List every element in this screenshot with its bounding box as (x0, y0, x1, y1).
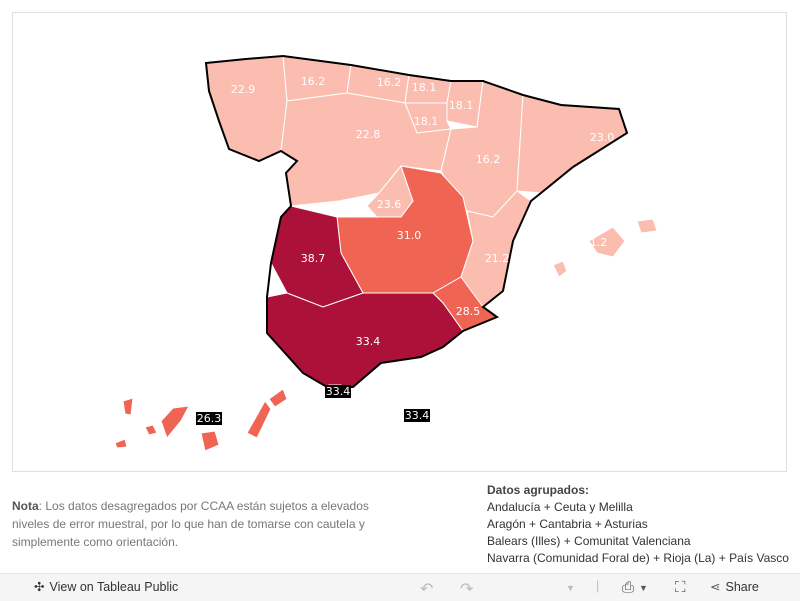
redo-icon: ↷ (460, 581, 474, 598)
grouped-data-legend: Datos agrupados: Andalucía + Ceuta y Mel… (487, 482, 797, 570)
grouped-item: Aragón + Cantabria + Asturias (487, 517, 648, 531)
coastline (204, 54, 629, 388)
value-label-cantabria: 16.2 (377, 76, 402, 89)
region-balears[interactable] (588, 226, 626, 258)
region-canarias[interactable] (200, 430, 220, 452)
region-canarias[interactable] (144, 424, 158, 436)
view-on-tableau-button[interactable]: ✣ View on Tableau Public (34, 579, 179, 595)
note-label: Nota (12, 499, 39, 513)
region-canarias[interactable] (246, 400, 272, 439)
separator: | (596, 579, 600, 593)
region-canarias[interactable] (268, 388, 288, 408)
spain-map[interactable]: 22.9 16.2 16.2 18.1 18.1 18.1 22.8 16.2 23.0 23.6… (13, 13, 788, 473)
grouped-item: Navarra (Comunidad Foral de) + Rioja (La… (487, 551, 789, 565)
share-label: Share (725, 579, 759, 594)
grouped-title: Datos agrupados: (487, 483, 590, 497)
fullscreen-button[interactable]: ⛶ (675, 579, 686, 596)
value-label-galicia: 22.9 (231, 83, 256, 96)
download-button[interactable]: ⎙ ▼ (622, 579, 648, 596)
value-label-castilla-la-mancha: 31.0 (397, 229, 422, 242)
value-label-extremadura: 38.7 (301, 252, 326, 265)
region-canarias[interactable] (160, 405, 190, 440)
tableau-logo-icon: ✣ (34, 580, 45, 594)
value-label-canarias: 26.3 (197, 412, 222, 425)
value-label-murcia: 28.5 (456, 305, 481, 318)
share-icon: ⋖ (710, 580, 721, 594)
region-canarias[interactable] (122, 397, 134, 416)
value-label-ceuta: 33.4 (326, 385, 351, 398)
note-text: Nota: Los datos desagregados por CCAA es… (12, 497, 402, 551)
region-canarias[interactable] (114, 438, 128, 449)
grouped-item: Balears (Illes) + Comunitat Valenciana (487, 534, 691, 548)
label-background (196, 412, 222, 425)
value-label-asturias: 16.2 (301, 75, 326, 88)
note-body: : Los datos desagregados por CCAA están … (12, 499, 369, 549)
tableau-toolbar: ✣ View on Tableau Public ↶ ↷ ▼ | ⎙ ▼ ⛶ ⋖ … (0, 573, 800, 601)
region-balears[interactable] (552, 260, 568, 278)
value-label-andalucia: 33.4 (356, 335, 381, 348)
value-label-madrid: 23.6 (377, 198, 402, 211)
value-label-la-rioja: 18.1 (414, 115, 439, 128)
value-label-cataluna: 23.0 (590, 131, 615, 144)
value-label-aragon: 16.2 (476, 153, 501, 166)
chevron-down-icon: ▼ (639, 582, 648, 593)
download-icon: ⎙ (622, 579, 635, 596)
value-label-comunitat-valenciana: 21.2 (485, 252, 510, 265)
value-label-melilla: 33.4 (405, 409, 430, 422)
label-background (325, 385, 351, 398)
undo-icon: ↶ (420, 581, 434, 598)
redo-button[interactable]: ↷ (460, 579, 473, 599)
map-frame: 22.9 16.2 16.2 18.1 18.1 18.1 22.8 16.2 23.0 23.6… (12, 12, 787, 472)
grouped-item: Andalucía + Ceuta y Melilla (487, 500, 633, 514)
undo-button[interactable]: ↶ (420, 579, 433, 599)
value-label-navarra: 18.1 (449, 99, 474, 112)
chevron-down-icon: ▼ (566, 583, 575, 593)
view-label: View on Tableau Public (49, 579, 179, 594)
fullscreen-icon: ⛶ (675, 579, 686, 596)
region-galicia[interactable] (205, 55, 288, 162)
value-label-castilla-y-leon: 22.8 (356, 128, 381, 141)
share-button[interactable]: ⋖ Share (710, 579, 759, 595)
region-balears[interactable] (636, 218, 658, 234)
value-label-pais-vasco: 18.1 (412, 81, 437, 94)
value-label-balears: 21.2 (583, 236, 608, 249)
label-background (404, 409, 430, 422)
redo-dropdown[interactable]: ▼ (566, 583, 575, 593)
